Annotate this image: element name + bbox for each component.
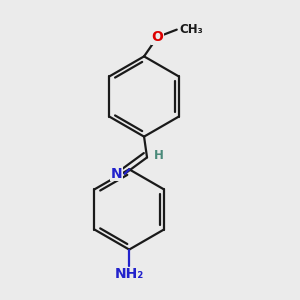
Text: H: H	[154, 149, 164, 162]
Text: N: N	[111, 167, 122, 181]
Text: O: O	[152, 30, 164, 44]
Text: NH₂: NH₂	[115, 267, 144, 281]
Text: CH₃: CH₃	[180, 23, 203, 36]
